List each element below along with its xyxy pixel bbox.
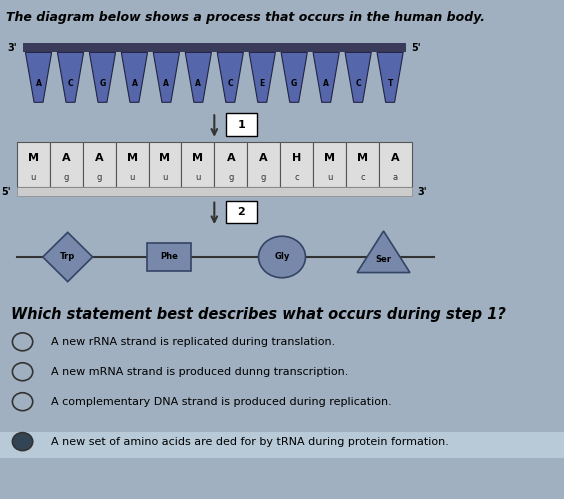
Circle shape (12, 433, 33, 451)
Text: G: G (291, 79, 297, 88)
Text: u: u (30, 173, 36, 182)
Text: A: A (227, 153, 235, 163)
Text: M: M (28, 153, 39, 163)
Text: A: A (195, 79, 201, 88)
Text: M: M (192, 153, 204, 163)
Text: C: C (68, 79, 73, 88)
Bar (148, 142, 182, 187)
Bar (226, 201, 257, 223)
Text: M: M (160, 153, 170, 163)
Polygon shape (377, 52, 403, 102)
Text: Which statement best describes what occurs during step 1?: Which statement best describes what occu… (11, 307, 506, 322)
Text: C: C (227, 79, 233, 88)
Text: u: u (327, 173, 332, 182)
Text: A: A (62, 153, 70, 163)
Text: c: c (360, 173, 365, 182)
Text: a: a (393, 173, 398, 182)
Text: M: M (357, 153, 368, 163)
Text: 5': 5' (412, 43, 421, 53)
Text: 1: 1 (237, 119, 245, 130)
Polygon shape (249, 52, 275, 102)
Text: g: g (96, 173, 102, 182)
Text: g: g (228, 173, 233, 182)
Text: T: T (387, 79, 393, 88)
Bar (313, 142, 346, 187)
Bar (17, 142, 50, 187)
Text: H: H (292, 153, 301, 163)
Polygon shape (217, 52, 244, 102)
Bar (116, 142, 148, 187)
Text: A: A (323, 79, 329, 88)
Text: c: c (294, 173, 299, 182)
Text: A complementary DNA strand is produced during replication.: A complementary DNA strand is produced d… (51, 397, 391, 407)
Text: 5': 5' (2, 187, 11, 197)
Text: u: u (162, 173, 168, 182)
Text: A: A (36, 79, 42, 88)
Polygon shape (43, 233, 92, 281)
Polygon shape (25, 52, 52, 102)
Text: A: A (164, 79, 169, 88)
Polygon shape (58, 52, 83, 102)
Text: u: u (195, 173, 201, 182)
Bar (182, 142, 214, 187)
Polygon shape (89, 52, 116, 102)
Text: g: g (261, 173, 266, 182)
Text: 2: 2 (237, 207, 245, 217)
Text: A: A (259, 153, 268, 163)
Text: A new set of amino acids are ded for by tRNA during protein formation.: A new set of amino acids are ded for by … (51, 437, 448, 447)
Text: M: M (324, 153, 335, 163)
Text: A: A (391, 153, 399, 163)
Bar (0, 432, 564, 458)
Bar (50, 142, 83, 187)
Bar (226, 113, 257, 136)
Text: u: u (129, 173, 135, 182)
Bar (280, 142, 313, 187)
Circle shape (258, 236, 306, 278)
Bar (214, 142, 247, 187)
Text: A: A (95, 153, 103, 163)
Bar (247, 142, 280, 187)
Text: 3': 3' (7, 43, 17, 53)
Bar (147, 243, 191, 271)
Polygon shape (313, 52, 340, 102)
Text: G: G (99, 79, 105, 88)
Text: A new mRNA strand is produced dunng transcription.: A new mRNA strand is produced dunng tran… (51, 367, 348, 377)
Bar (23, 43, 406, 52)
Bar (83, 142, 116, 187)
Text: Phe: Phe (160, 252, 178, 261)
Polygon shape (345, 52, 371, 102)
Text: Gly: Gly (274, 252, 290, 261)
Text: C: C (355, 79, 361, 88)
Text: M: M (126, 153, 138, 163)
Text: Ser: Ser (376, 255, 391, 264)
Bar (379, 142, 412, 187)
Text: g: g (64, 173, 69, 182)
Text: 3': 3' (417, 187, 427, 197)
Text: A: A (131, 79, 138, 88)
Text: Trp: Trp (60, 252, 76, 261)
Text: A new rRNA strand is replicated during translation.: A new rRNA strand is replicated during t… (51, 337, 335, 347)
Text: E: E (259, 79, 265, 88)
Polygon shape (121, 52, 148, 102)
Text: The diagram below shows a process that occurs in the human body.: The diagram below shows a process that o… (6, 11, 484, 24)
Polygon shape (185, 52, 212, 102)
Polygon shape (281, 52, 307, 102)
Bar (17, 187, 412, 196)
Bar (346, 142, 379, 187)
Polygon shape (357, 231, 410, 272)
Polygon shape (153, 52, 179, 102)
